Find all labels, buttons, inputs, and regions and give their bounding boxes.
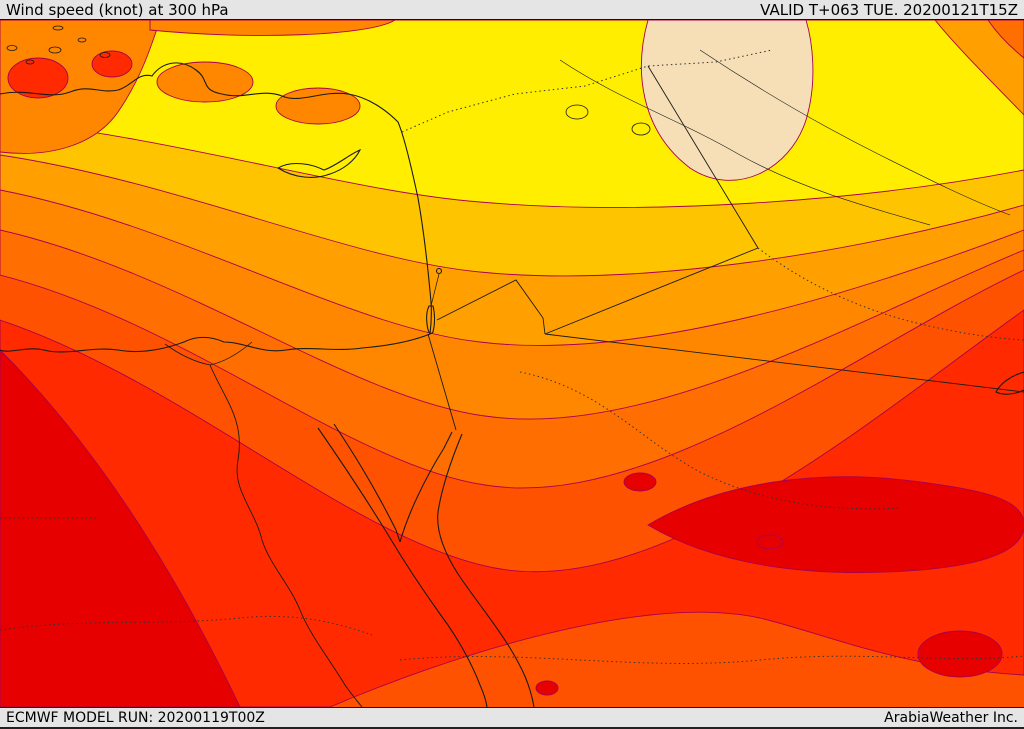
contour-band-minimum [641, 20, 814, 181]
island-outline [52, 25, 64, 31]
mediterranean-coastline [0, 62, 432, 353]
border-egypt-sudan [0, 615, 373, 636]
dead-sea-outline [426, 305, 436, 335]
header-bar: Wind speed (knot) at 300 hPa VALID T+063… [0, 0, 1024, 20]
admin-line-saudi [519, 371, 901, 510]
contour-band [7, 57, 69, 99]
contour-band [623, 472, 657, 492]
contour-band [987, 20, 1024, 59]
gulf-coast-fragment [995, 371, 1024, 395]
lake-outline [565, 104, 589, 120]
contour-band [149, 20, 396, 36]
nile-river [209, 364, 363, 707]
attribution-label: ArabiaWeather Inc. [884, 709, 1018, 726]
lake-outline [631, 122, 651, 136]
dotted-borders [0, 49, 1024, 664]
map-title: Wind speed (knot) at 300 hPa [6, 0, 229, 19]
contour-band [0, 349, 241, 707]
border-jordan-saudi [436, 279, 546, 335]
admin-line-south [399, 655, 1024, 664]
contour-band [647, 476, 1024, 573]
contour-band [91, 50, 133, 78]
wind-map [0, 20, 1024, 707]
contour-band [756, 534, 784, 550]
sinai-west-coastline [333, 423, 401, 543]
border-jordan-iraq [544, 247, 759, 335]
border-turkey-syria [401, 49, 773, 133]
sinai-east-coastline [399, 431, 453, 543]
contour-band [0, 309, 1024, 707]
footer-bar: ECMWF MODEL RUN: 20200119T00Z ArabiaWeat… [0, 707, 1024, 729]
contour-band [917, 630, 1003, 678]
nile-delta-branch [164, 343, 211, 366]
red-sea-west-coastline [317, 427, 488, 707]
nile-delta-branch [209, 341, 253, 366]
border-egypt-israel [427, 333, 457, 431]
island-outline [48, 46, 62, 54]
island-outline [25, 59, 35, 65]
valid-time-label: VALID T+063 TUE. 20200121T15Z [760, 0, 1018, 19]
contour-bands [0, 20, 1024, 707]
border-syria-iraq [647, 65, 759, 249]
island-outline [77, 37, 87, 43]
tigris-river [699, 49, 1011, 216]
contour-band [275, 87, 361, 125]
coastlines [0, 25, 1024, 707]
island-outline [6, 45, 18, 51]
sea-of-galilee-outline [435, 267, 443, 275]
island-outline [99, 52, 111, 58]
jordan-river [430, 273, 440, 307]
contour-band [535, 680, 559, 696]
euphrates-river [559, 59, 931, 226]
model-run-label: ECMWF MODEL RUN: 20200119T00Z [6, 709, 265, 726]
wind-map-svg [0, 20, 1024, 707]
cyprus-coastline [276, 148, 362, 178]
red-sea-east-coastline [437, 433, 535, 707]
border-saudi-iraq [544, 333, 1024, 393]
